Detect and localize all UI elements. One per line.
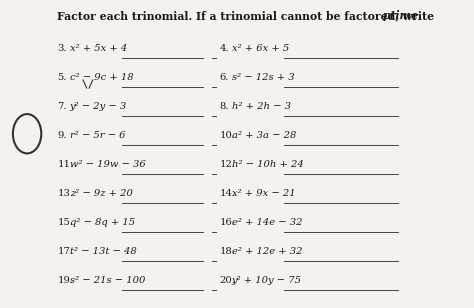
- Text: c² − 9c + 18: c² − 9c + 18: [70, 73, 133, 82]
- Text: 7.: 7.: [57, 102, 67, 111]
- Text: x² + 9x − 21: x² + 9x − 21: [232, 189, 295, 198]
- Text: y² − 2y − 3: y² − 2y − 3: [70, 102, 127, 111]
- Text: 11.: 11.: [57, 160, 73, 169]
- Text: 17.: 17.: [57, 247, 73, 256]
- Text: z² − 9z + 20: z² − 9z + 20: [70, 189, 133, 198]
- Text: 12.: 12.: [219, 160, 236, 169]
- Text: 8.: 8.: [219, 102, 229, 111]
- Text: r² − 5r − 6: r² − 5r − 6: [70, 131, 125, 140]
- Text: e² + 12e + 32: e² + 12e + 32: [232, 247, 302, 256]
- Text: 3.: 3.: [57, 44, 67, 53]
- Text: q² − 8q + 15: q² − 8q + 15: [70, 218, 135, 227]
- Text: 19.: 19.: [57, 276, 73, 285]
- Text: prime.: prime.: [383, 10, 423, 21]
- Text: h² + 2h − 3: h² + 2h − 3: [232, 102, 291, 111]
- Text: 4.: 4.: [219, 44, 229, 53]
- Text: h² − 10h + 24: h² − 10h + 24: [232, 160, 303, 169]
- Text: 10.: 10.: [219, 131, 236, 140]
- Text: a² + 3a − 28: a² + 3a − 28: [232, 131, 296, 140]
- Text: s² − 21s − 100: s² − 21s − 100: [70, 276, 145, 285]
- Text: 6.: 6.: [219, 73, 229, 82]
- Text: e² + 14e − 32: e² + 14e − 32: [232, 218, 302, 227]
- Text: 20.: 20.: [219, 276, 236, 285]
- Text: 5.: 5.: [57, 73, 67, 82]
- Text: 13.: 13.: [57, 189, 73, 198]
- Text: 16.: 16.: [219, 218, 236, 227]
- Text: x² + 5x + 4: x² + 5x + 4: [70, 44, 127, 53]
- Text: x² + 6x + 5: x² + 6x + 5: [232, 44, 289, 53]
- Text: 9.: 9.: [57, 131, 67, 140]
- Text: t² − 13t − 48: t² − 13t − 48: [70, 247, 137, 256]
- Text: 18.: 18.: [219, 247, 236, 256]
- Text: 15.: 15.: [57, 218, 73, 227]
- Text: s² − 12s + 3: s² − 12s + 3: [232, 73, 294, 82]
- Text: 14.: 14.: [219, 189, 236, 198]
- Text: w² − 19w − 36: w² − 19w − 36: [70, 160, 146, 169]
- Text: Factor each trinomial. If a trinomial cannot be factored, write: Factor each trinomial. If a trinomial ca…: [57, 10, 438, 21]
- Text: y² + 10y − 75: y² + 10y − 75: [232, 276, 302, 285]
